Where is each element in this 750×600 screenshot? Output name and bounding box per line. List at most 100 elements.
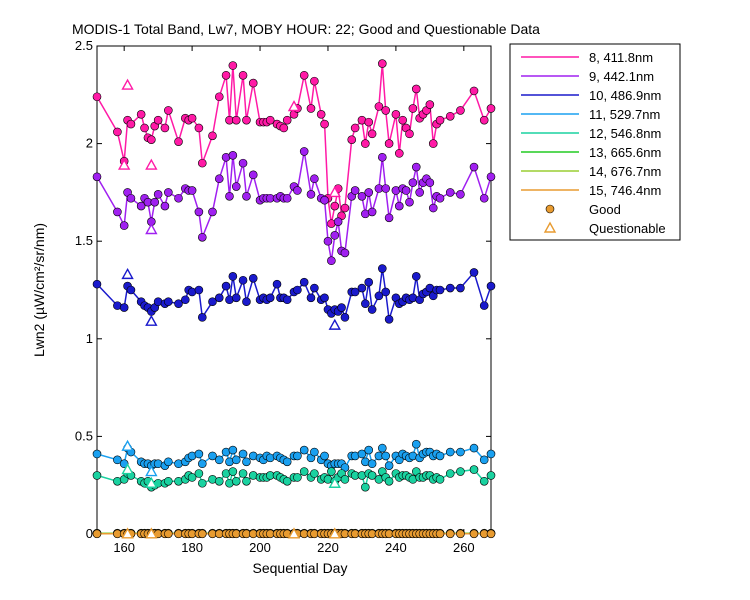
- data-point-good: [378, 264, 387, 273]
- data-point-good: [265, 115, 275, 125]
- data-point-good: [479, 115, 489, 125]
- x-tick-label: 260: [453, 540, 475, 555]
- data-point-good: [428, 139, 438, 148]
- data-point-good: [486, 529, 496, 539]
- x-tick-label: 160: [113, 540, 135, 555]
- data-point-good: [411, 439, 421, 449]
- data-point-good: [320, 293, 329, 303]
- data-point-questionable: [121, 439, 134, 451]
- data-point-good: [214, 293, 224, 303]
- data-point-good: [333, 217, 343, 226]
- y-tick-label: 1: [86, 331, 93, 346]
- data-point-good: [242, 476, 251, 486]
- data-point-good: [435, 529, 445, 539]
- data-point-good: [147, 135, 156, 144]
- data-point-good: [282, 476, 292, 486]
- data-point-good: [469, 529, 479, 539]
- data-point-good: [486, 104, 496, 113]
- legend-good-marker: [545, 204, 555, 214]
- data-point-good: [310, 469, 319, 478]
- data-point-questionable: [145, 465, 158, 477]
- data-point-good: [208, 451, 217, 461]
- data-point-good: [320, 195, 329, 205]
- data-point-good: [381, 287, 391, 297]
- data-point-good: [456, 529, 465, 539]
- data-point-good: [340, 313, 350, 322]
- data-point-questionable: [121, 267, 134, 280]
- data-point-good: [425, 178, 435, 187]
- data-point-good: [242, 192, 251, 201]
- legend-label: 10, 486.9nm: [589, 88, 661, 103]
- data-point-good: [299, 445, 309, 455]
- data-point-good: [479, 455, 489, 465]
- data-point-good: [197, 459, 207, 469]
- data-point-good: [153, 190, 163, 199]
- data-point-questionable: [328, 476, 341, 488]
- data-point-good: [367, 459, 377, 469]
- data-point-good: [238, 70, 248, 80]
- data-point-good: [340, 475, 350, 484]
- legend-label: 15, 746.4nm: [589, 183, 661, 198]
- data-point-questionable: [287, 100, 301, 112]
- data-point-good: [164, 106, 173, 115]
- data-point-good: [350, 123, 360, 133]
- data-point-good: [435, 115, 445, 125]
- data-point-good: [384, 461, 394, 470]
- data-point-good: [330, 231, 340, 240]
- data-point-good: [187, 113, 197, 123]
- data-point-good: [248, 170, 258, 180]
- data-point-good: [92, 172, 102, 182]
- data-point-good: [279, 123, 289, 133]
- data-point-good: [456, 467, 465, 476]
- data-point-good: [164, 476, 173, 486]
- data-point-good: [411, 84, 421, 94]
- data-point-good: [187, 473, 197, 482]
- data-point-good: [479, 476, 489, 486]
- legend-label: 14, 676.7nm: [589, 164, 661, 179]
- data-point-good: [425, 100, 435, 109]
- data-point-good: [194, 285, 204, 295]
- data-point-good: [486, 281, 496, 291]
- data-point-good: [479, 193, 489, 203]
- data-point-good: [469, 86, 479, 96]
- data-point-good: [92, 529, 102, 539]
- data-point-questionable: [287, 527, 301, 539]
- plot-series: [92, 59, 496, 539]
- legend-label: 12, 546.8nm: [589, 126, 661, 141]
- data-point-good: [242, 297, 251, 307]
- data-point-good: [221, 281, 231, 291]
- data-point-good: [486, 172, 496, 182]
- data-point-good: [469, 162, 479, 172]
- data-point-good: [323, 236, 333, 246]
- data-point-good: [357, 283, 367, 293]
- data-point-good: [384, 213, 394, 223]
- legend-label: 13, 665.6nm: [589, 145, 661, 160]
- data-point-good: [126, 285, 136, 295]
- data-point-good: [327, 256, 336, 266]
- series-group: [92, 59, 496, 228]
- data-point-good: [231, 455, 241, 465]
- legend-label: Questionable: [589, 221, 666, 236]
- data-point-good: [408, 104, 418, 113]
- data-point-questionable: [145, 476, 158, 488]
- data-point-good: [231, 182, 241, 191]
- data-point-good: [136, 201, 146, 211]
- data-point-good: [445, 529, 455, 539]
- data-point-good: [113, 455, 122, 465]
- data-point-questionable: [121, 463, 134, 475]
- data-point-good: [330, 201, 340, 211]
- data-point-good: [364, 445, 374, 455]
- data-point-good: [435, 285, 445, 295]
- data-point-good: [197, 529, 207, 539]
- data-point-questionable: [145, 527, 158, 539]
- x-tick-label: 180: [181, 540, 203, 555]
- y-tick-label: 0.5: [75, 428, 93, 443]
- data-point-questionable: [328, 527, 341, 539]
- data-point-good: [367, 129, 377, 139]
- data-point-good: [282, 115, 292, 125]
- data-point-good: [364, 188, 374, 197]
- data-point-good: [194, 207, 204, 217]
- data-point-good: [228, 272, 238, 281]
- legend: 8, 411.8nm 9, 442.1nm 10, 486.9nm 11, 529.7…: [509, 43, 681, 241]
